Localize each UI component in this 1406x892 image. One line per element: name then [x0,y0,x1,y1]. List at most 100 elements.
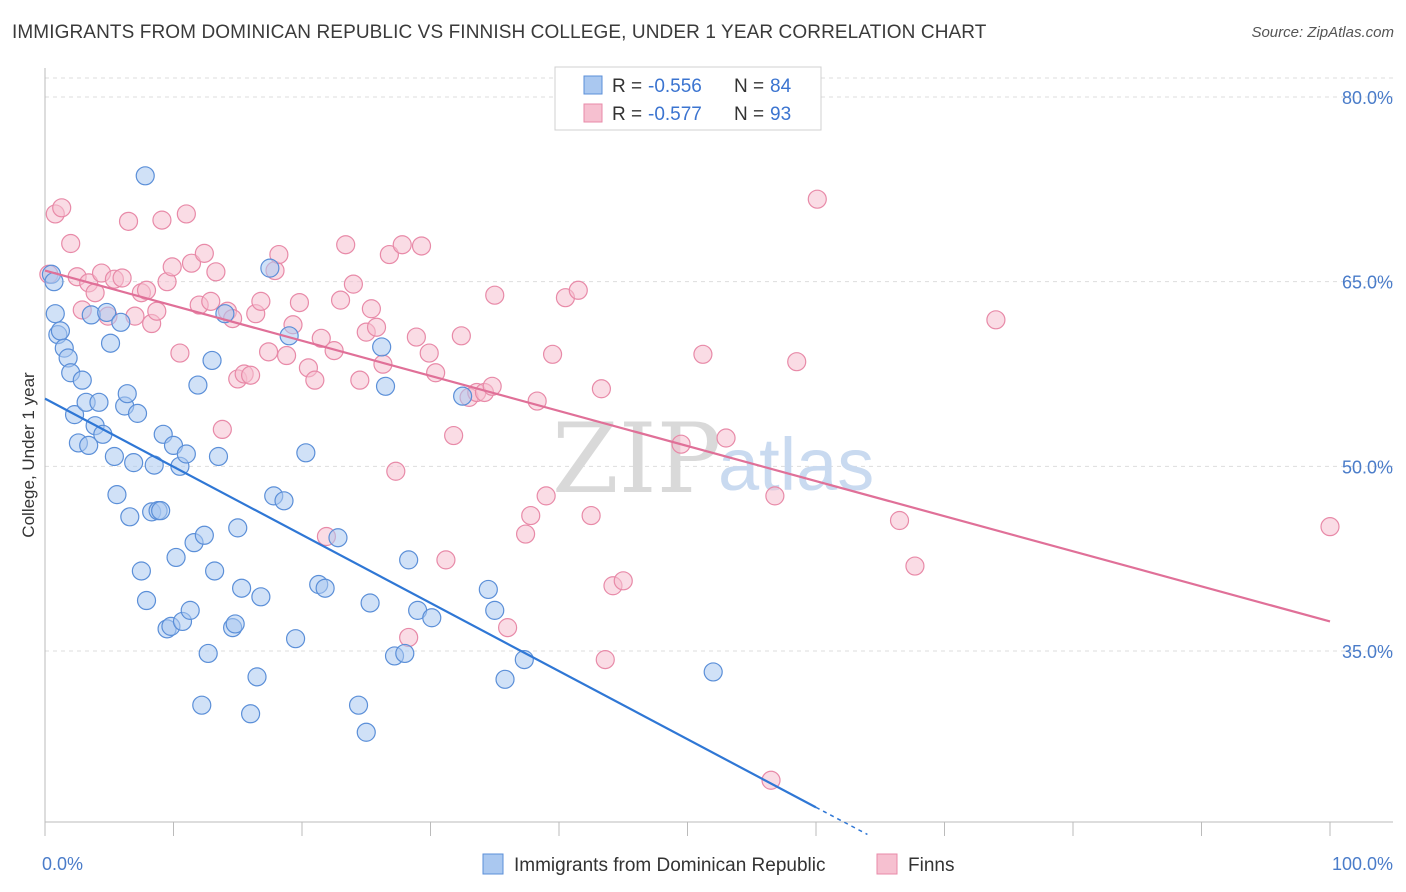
dominican-point [104,446,124,467]
legend-n-value-pink: 93 [770,104,791,125]
dominican-point [399,550,419,570]
finns-point [392,235,412,255]
finns-point [194,243,214,263]
finns-point [515,524,536,544]
dominican-point [97,302,117,323]
dominican-point [50,321,71,341]
finns-point [986,310,1006,330]
legend-n-label-blue: N = [734,76,764,97]
legend-r-value-blue: -0.556 [648,76,702,97]
finns-point [201,291,221,311]
finns-point [406,327,426,347]
finns-point [361,299,381,319]
dominican-trend-line [44,397,817,809]
gridlines [45,77,1393,652]
finns-point [716,428,736,448]
bottom-legend-swatch-pink [876,853,898,875]
dominican-point [296,443,316,463]
y-axis-label: College, Under 1 year [19,372,38,538]
dominican-point [45,304,65,324]
dominican-point [117,384,137,404]
finns-point [591,379,612,399]
finns-point [181,253,202,273]
finns-point [536,486,556,506]
dominican-point [251,587,271,607]
dominican-point [198,643,218,664]
finns-point [426,363,446,383]
chart-title: IMMIGRANTS FROM DOMINICAN REPUBLIC VS FI… [12,22,987,43]
finns-point [444,425,464,446]
finns-point [542,344,563,364]
bottom-legend: Immigrants from Dominican Republic Finns [482,853,954,876]
dominican-point [260,258,280,278]
legend-box: R = -0.556 N = 84 R = -0.577 N = 93 [554,66,822,131]
dominican-point [453,386,473,406]
finns-point [581,505,601,526]
y-tick-label: 35.0% [1342,642,1393,662]
finns-point [595,650,615,670]
dominican-point [194,525,214,545]
finns-point [807,189,827,209]
finns-point [330,290,351,310]
finns-point [350,370,370,390]
finns-point [289,292,310,313]
dominican-point [100,333,121,353]
dominican-point [395,643,415,664]
dominican-point [375,376,396,396]
dominican-point [93,424,113,444]
dominican-point [208,446,229,467]
watermark-atlas: atlas [718,423,874,506]
dominican-points [41,166,723,742]
dominican-point [135,166,155,186]
finns-point [693,344,713,364]
finns-point [411,236,432,256]
y-tick-label: 65.0% [1342,273,1393,293]
dominican-point [225,614,245,634]
finns-point [521,505,541,526]
dominican-point [111,312,131,332]
finns-point [451,326,471,346]
finns-point [613,571,633,591]
watermark-zip: ZIP [552,403,721,515]
dominican-point [360,593,380,613]
source-label: Source: ZipAtlas.com [1251,24,1394,41]
dominican-point [192,695,212,715]
dominican-point [478,579,498,600]
y-tick-label: 50.0% [1342,457,1393,477]
finns-point [343,274,363,294]
dominican-point [72,370,92,390]
dominican-point [180,600,200,620]
finns-point [1320,517,1340,537]
dominican-point [166,547,186,568]
dominican-point [422,608,442,628]
finns-trend-line [44,269,1331,623]
finns-point [419,343,439,363]
finns-point [436,550,456,570]
legend-n-label-pink: N = [734,104,764,125]
bottom-legend-label-pink: Finns [908,855,954,876]
finns-point [61,233,81,254]
dominican-point [348,695,369,715]
dominican-point [495,669,515,689]
finns-point [212,419,232,439]
finns-point [258,342,279,362]
finns-point [366,317,387,337]
axes [44,68,1393,836]
dominican-point [356,722,376,742]
trend-lines [44,269,1331,836]
dominican-point [188,375,208,395]
dominican-point [485,600,505,620]
legend-swatch-blue [583,75,603,95]
dominican-point [136,590,157,611]
legend-r-label-blue: R = [612,76,642,97]
finns-point [379,244,399,265]
finns-point [787,352,807,372]
x-tick-labels: 0.0% 100.0% [42,854,1393,874]
dominican-point [79,435,99,456]
legend-r-value-pink: -0.577 [648,104,702,125]
finns-point [905,556,925,576]
dominican-point [285,629,306,649]
finns-point [399,627,419,648]
dominican-point [202,350,222,371]
